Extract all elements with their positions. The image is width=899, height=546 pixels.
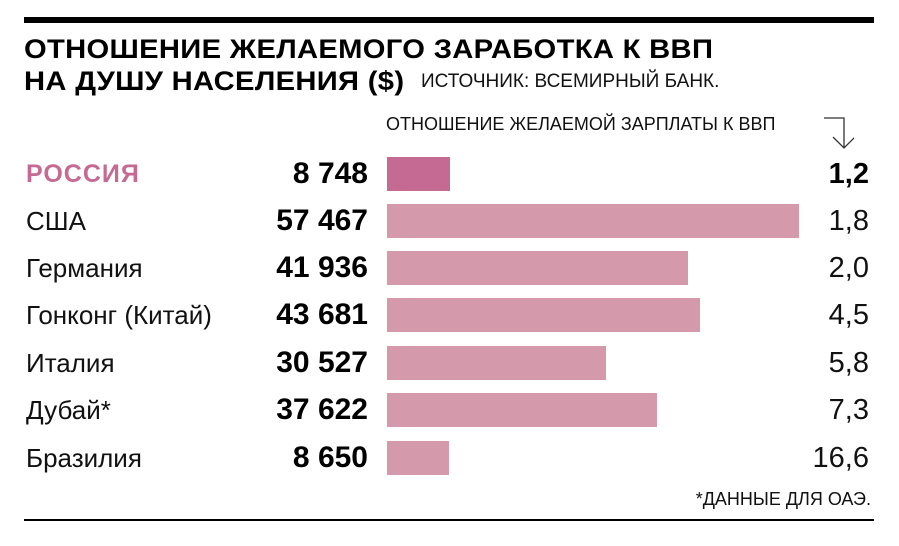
gdp-value: 30 527 bbox=[276, 346, 368, 379]
country-label: Гонконг (Китай) bbox=[26, 300, 212, 330]
table-row: Бразилия 8 650 16,6 bbox=[0, 441, 899, 475]
bottom-rule bbox=[24, 519, 874, 521]
gdp-value: 43 681 bbox=[276, 298, 368, 331]
gdp-value: 57 467 bbox=[276, 204, 368, 237]
ratio-value: 7,3 bbox=[828, 394, 869, 426]
gdp-value: 41 936 bbox=[276, 251, 368, 284]
ratio-value: 4,5 bbox=[828, 299, 869, 331]
country-label: Дубай* bbox=[26, 395, 111, 425]
gdp-bar bbox=[387, 393, 657, 427]
ratio-value: 1,8 bbox=[828, 205, 869, 237]
country-label: РОССИЯ bbox=[26, 160, 140, 188]
footnote: *ДАННЫЕ ДЛЯ ОАЭ. bbox=[695, 489, 871, 509]
gdp-bar bbox=[387, 251, 688, 285]
country-label: Бразилия bbox=[26, 443, 142, 473]
gdp-value: 37 622 bbox=[276, 393, 368, 426]
gdp-bar bbox=[387, 441, 449, 475]
table-row: РОССИЯ 8 748 1,2 bbox=[0, 157, 899, 191]
chart-title-line-2: НА ДУШУ НАСЕЛЕНИЯ ($) bbox=[24, 66, 405, 96]
down-arrow-icon bbox=[824, 117, 854, 149]
ratio-value: 1,2 bbox=[828, 158, 869, 190]
gdp-value: 8 748 bbox=[292, 157, 368, 190]
gdp-bar bbox=[387, 346, 606, 380]
table-row: Дубай* 37 622 7,3 bbox=[0, 393, 899, 427]
country-label: Италия bbox=[26, 348, 115, 378]
country-label: Германия bbox=[26, 253, 143, 283]
table-row: Италия 30 527 5,8 bbox=[0, 346, 899, 380]
gdp-bar bbox=[387, 204, 799, 238]
country-label: США bbox=[26, 206, 86, 236]
ratio-column-label: ОТНОШЕНИЕ ЖЕЛАЕМОЙ ЗАРПЛАТЫ К ВВП bbox=[386, 114, 776, 134]
table-row: Германия 41 936 2,0 bbox=[0, 251, 899, 285]
ratio-value: 5,8 bbox=[828, 347, 869, 379]
gdp-bar bbox=[387, 157, 450, 191]
chart-title-line-1: ОТНОШЕНИЕ ЖЕЛАЕМОГО ЗАРАБОТКА К ВВП bbox=[24, 34, 714, 64]
ratio-value: 2,0 bbox=[828, 252, 869, 284]
gdp-value: 8 650 bbox=[292, 441, 368, 474]
table-row: Гонконг (Китай) 43 681 4,5 bbox=[0, 298, 899, 332]
gdp-bar bbox=[387, 298, 700, 332]
source-note: ИСТОЧНИК: ВСЕМИРНЫЙ БАНК. bbox=[421, 71, 720, 92]
ratio-value: 16,6 bbox=[812, 442, 869, 474]
table-row: США 57 467 1,8 bbox=[0, 204, 899, 238]
top-rule bbox=[24, 17, 874, 23]
